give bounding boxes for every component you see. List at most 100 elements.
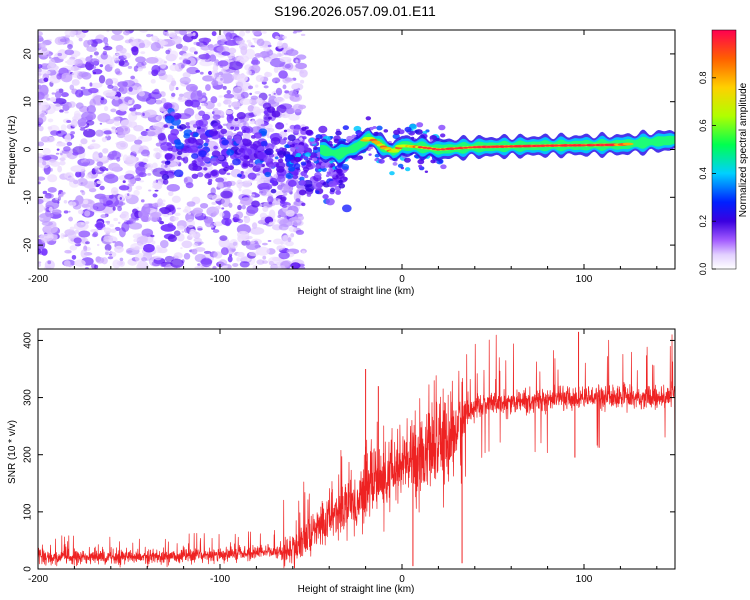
noise-blob — [237, 80, 244, 90]
noise-blob — [210, 225, 214, 229]
noise-blob — [138, 91, 146, 97]
carrier-peak — [572, 144, 578, 147]
feature-blob — [299, 176, 305, 181]
noise-blob — [111, 30, 123, 35]
carrier-blob — [424, 170, 429, 173]
carrier-blob — [288, 166, 296, 172]
noise-blob — [108, 194, 114, 199]
noise-blob — [44, 193, 54, 199]
noise-blob — [175, 86, 179, 91]
noise-blob — [284, 90, 290, 94]
noise-blob — [128, 222, 143, 230]
noise-blob — [146, 33, 152, 38]
noise-blob — [263, 85, 269, 89]
feature-blob — [270, 188, 277, 194]
noise-blob — [109, 223, 115, 228]
noise-blob — [277, 184, 283, 190]
carrier-peak — [445, 147, 450, 150]
noise-blob — [138, 209, 148, 220]
noise-blob — [38, 217, 44, 221]
noise-blob — [249, 97, 258, 106]
feature-blob — [185, 122, 190, 126]
y-tick-label: 400 — [23, 332, 34, 349]
noise-blob — [121, 80, 136, 88]
carrier-peak — [554, 144, 560, 147]
noise-blob — [73, 221, 89, 231]
feature-blob — [338, 180, 343, 184]
noise-blob — [233, 214, 240, 219]
noise-blob — [186, 219, 196, 228]
colorbar-tick-label: 0.8 — [698, 72, 708, 85]
noise-blob — [218, 259, 228, 267]
feature-blob — [306, 162, 312, 167]
feature-blob — [223, 166, 229, 172]
noise-blob — [267, 196, 274, 203]
carrier-peak — [499, 145, 505, 148]
noise-blob — [56, 148, 60, 151]
noise-blob — [47, 187, 57, 193]
feature-blob — [196, 126, 201, 130]
feature-blob — [169, 125, 175, 130]
feature-blob — [205, 138, 210, 143]
noise-blob — [83, 199, 89, 205]
noise-blob — [239, 261, 250, 268]
noise-blob — [228, 104, 232, 108]
noise-blob — [233, 36, 244, 42]
y-tick-label: 0 — [23, 146, 34, 152]
noise-blob — [71, 254, 77, 260]
noise-blob — [57, 196, 61, 201]
noise-blob — [64, 30, 77, 37]
noise-blob — [138, 42, 146, 49]
noise-blob — [119, 197, 122, 200]
snr-x-label: Height of straight line (km) — [298, 584, 415, 595]
noise-blob — [103, 227, 112, 234]
noise-blob — [122, 180, 126, 184]
noise-blob — [259, 50, 270, 59]
noise-blob — [114, 226, 121, 231]
noise-blob — [85, 221, 90, 224]
noise-blob — [107, 84, 114, 89]
carrier-blob — [296, 144, 304, 151]
noise-blob — [184, 205, 191, 213]
noise-blob — [104, 243, 112, 252]
noise-blob — [104, 232, 111, 242]
noise-blob — [80, 118, 86, 123]
noise-blob — [42, 190, 48, 195]
noise-blob — [285, 209, 295, 217]
feature-blob — [188, 163, 199, 171]
noise-blob — [225, 32, 233, 41]
noise-blob — [239, 182, 243, 187]
noise-blob — [91, 65, 97, 69]
noise-blob — [277, 245, 286, 250]
noise-blob — [103, 105, 109, 112]
noise-blob — [113, 217, 119, 222]
noise-blob — [169, 64, 179, 72]
noise-blob — [174, 212, 181, 217]
feature-blob — [198, 150, 207, 157]
noise-blob — [147, 172, 152, 176]
noise-blob — [212, 107, 219, 112]
carrier-blob — [393, 129, 401, 135]
noise-blob — [112, 206, 116, 211]
noise-blob — [150, 79, 156, 84]
noise-blob — [274, 97, 285, 103]
noise-blob — [111, 34, 124, 41]
noise-blob — [283, 93, 291, 99]
feature-blob — [287, 134, 296, 142]
noise-blob — [38, 125, 44, 132]
carrier-blob — [392, 162, 398, 166]
feature-blob — [257, 151, 267, 160]
noise-blob — [223, 99, 229, 105]
noise-blob — [89, 143, 101, 150]
noise-blob — [38, 114, 47, 123]
noise-blob — [46, 97, 51, 101]
noise-blob — [279, 56, 292, 63]
noise-blob — [237, 230, 250, 239]
feature-blob — [235, 138, 241, 144]
noise-blob — [154, 203, 159, 208]
noise-blob — [63, 210, 69, 214]
noise-blob — [138, 172, 147, 178]
feature-blob — [312, 181, 323, 190]
feature-blob — [164, 115, 175, 124]
